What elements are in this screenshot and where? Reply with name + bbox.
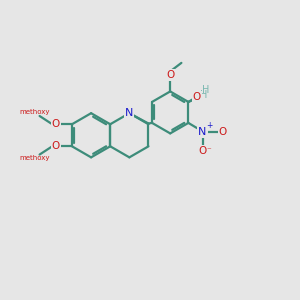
Text: H: H <box>200 91 207 100</box>
Text: methoxy: methoxy <box>19 110 50 116</box>
Text: H: H <box>202 85 210 95</box>
Text: O: O <box>193 92 201 102</box>
Text: O: O <box>218 127 227 137</box>
Text: N: N <box>198 127 207 137</box>
Text: O: O <box>198 146 207 156</box>
Text: O: O <box>52 119 60 129</box>
Text: methoxy: methoxy <box>19 155 50 161</box>
Text: +: + <box>206 122 212 130</box>
Text: O: O <box>52 141 60 151</box>
Text: ⁻: ⁻ <box>206 147 211 156</box>
Text: O: O <box>166 70 174 80</box>
Text: N: N <box>125 108 134 118</box>
